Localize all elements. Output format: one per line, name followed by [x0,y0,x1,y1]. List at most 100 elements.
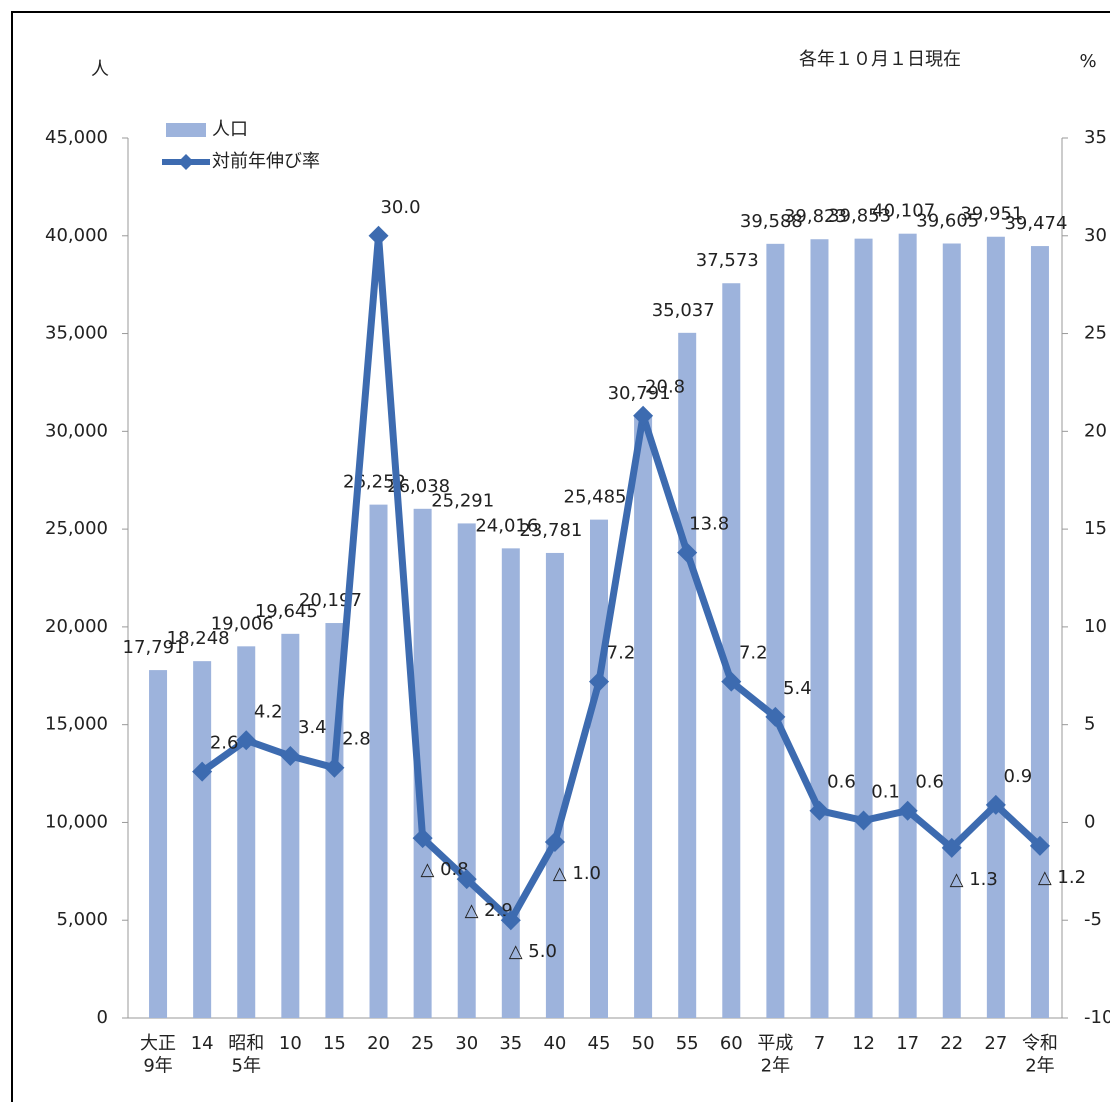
y-tick-label: 40,000 [45,225,108,246]
y2-tick-label: 10 [1084,616,1107,637]
x-tick-label: 10 [279,1033,302,1054]
legend-label: 対前年伸び率 [212,151,320,172]
y2-tick-label: 15 [1084,518,1107,539]
x-tick-label: 25 [411,1033,434,1054]
bar-value-label: 39,474 [1004,213,1067,234]
y-tick-label: 45,000 [45,127,108,148]
line-value-label: 13.8 [689,514,729,535]
line-value-label: 4.2 [254,701,283,722]
x-tick-label: 40 [543,1033,566,1054]
bar-value-label: 26,038 [387,476,450,497]
y2-tick-label: 35 [1084,127,1107,148]
x-tick-label: 27 [984,1033,1007,1054]
bar [413,508,432,1018]
bar-value-label: 18,248 [167,628,230,649]
marker [633,405,654,426]
line-value-label: 0.6 [915,772,944,793]
y2-tick-label: 30 [1084,225,1107,246]
marker [192,761,213,782]
bar [810,239,829,1018]
y-tick-label: 10,000 [45,811,108,832]
x-tick-label: 12 [852,1033,875,1054]
bar [722,283,741,1018]
y-tick-label: 20,000 [45,616,108,637]
bar-value-label: 30,791 [608,383,671,404]
bar [193,661,212,1018]
bar [986,236,1005,1019]
x-tick-label: 15 [323,1033,346,1054]
line-value-label: △ 1.3 [950,869,998,890]
bar-value-label: 25,485 [564,487,627,508]
x-tick-label: 22 [940,1033,963,1054]
line-value-label: △ 1.2 [1038,867,1086,888]
marker [765,706,786,727]
x-tick-label: 大正 9年 [140,1033,176,1077]
bar-value-label: 17,791 [123,637,186,658]
marker [544,832,565,852]
marker [941,837,962,858]
y2-unit: % [1079,51,1096,72]
marker [677,542,698,563]
marker [721,671,742,692]
bar-value-label: 20,197 [299,590,362,611]
line-value-label: 2.8 [342,729,371,750]
x-tick-label: 14 [191,1033,214,1054]
line-value-label: 7.2 [739,643,768,664]
frame [11,11,1110,1102]
marker [897,800,918,821]
marker [412,828,433,849]
y-unit: 人 [91,59,109,80]
marker [809,800,830,821]
line-value-label: 7.2 [607,643,636,664]
bar [149,670,168,1018]
x-tick-label: 令和 2年 [1022,1033,1058,1077]
legend-label: 人口 [212,119,248,140]
x-tick-label: 7 [814,1033,825,1054]
marker [280,745,301,766]
bar [942,243,961,1019]
x-tick-label: 昭和 5年 [228,1033,264,1077]
marker [853,810,874,831]
marker [500,910,521,931]
bar-value-label: 37,573 [696,250,759,271]
bar-value-label: 39,853 [828,206,891,227]
bar [590,519,608,1018]
marker [985,794,1006,815]
x-tick-label: 35 [499,1033,522,1054]
marker [236,730,257,751]
line-value-label: 20.8 [645,377,685,398]
y2-tick-label: 0 [1084,811,1095,832]
bar [1030,246,1049,1019]
x-tick-label: 50 [632,1033,655,1054]
line-value-label: 0.1 [871,781,900,802]
line-value-label: △ 2.9 [465,900,513,921]
x-tick-label: 30 [455,1033,478,1054]
bar-value-label: 39,823 [784,206,847,227]
y-tick-label: 5,000 [56,909,108,930]
bar [237,646,256,1018]
marker [456,869,477,890]
marker [324,757,345,778]
bar-value-label: 39,605 [916,211,979,232]
bar [898,233,917,1019]
bar [369,504,388,1018]
y-tick-label: 35,000 [45,323,108,344]
marker [368,225,389,246]
x-tick-label: 17 [896,1033,919,1054]
marker [1029,835,1050,856]
bar [678,332,697,1018]
bar [634,415,653,1019]
y2-tick-label: 20 [1084,420,1107,441]
x-tick-label: 平成 2年 [757,1033,793,1077]
y2-tick-label: 25 [1084,323,1107,344]
bar-value-label: 23,781 [519,520,582,541]
y2-tick-label: -10 [1084,1007,1110,1028]
bar [545,552,564,1018]
bar [281,633,300,1018]
line-value-label: 3.4 [298,717,327,738]
bar-value-label: 19,006 [211,613,274,634]
bar-value-label: 25,291 [431,490,494,511]
x-tick-label: 45 [588,1033,611,1054]
